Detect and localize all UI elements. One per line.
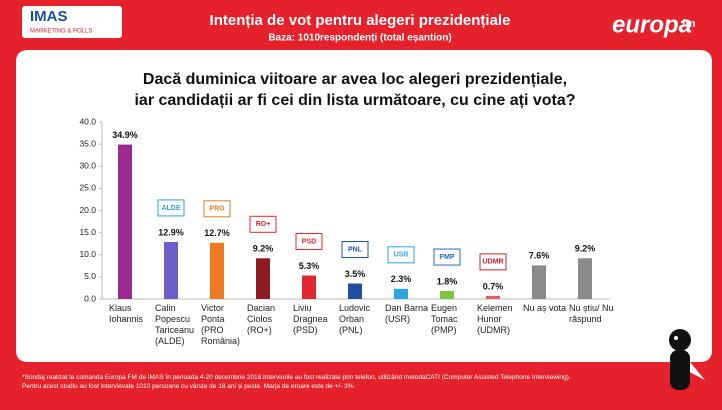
value-label: 2.3% <box>391 274 412 284</box>
party-logo-box <box>249 215 277 233</box>
page-subtitle: Baza: 1010respondenți (total eșantion) <box>268 33 451 44</box>
x-tick-label: Liviu Dragnea (PSD) <box>293 303 328 335</box>
party-logo: RO+ <box>256 221 271 228</box>
y-tick-label: 5.0 <box>84 271 96 281</box>
party-logo: USR <box>394 252 409 259</box>
logo-right: europa <box>612 11 692 38</box>
footnote: *Sondaj realizat la comanda Europa FM de… <box>22 374 571 381</box>
y-tick-label: 35.0 <box>79 138 96 148</box>
value-label: 34.9% <box>112 130 138 140</box>
party-logo-box <box>433 248 461 266</box>
value-label: 9.2% <box>575 244 596 254</box>
party-logo: ALDE <box>161 205 180 212</box>
x-tick-label: Dan Barna (USR) <box>385 303 429 324</box>
value-label: 3.5% <box>345 269 366 279</box>
bar <box>394 288 408 299</box>
bar <box>256 258 270 299</box>
bar <box>164 241 178 299</box>
x-tick-label: Kelemen Hunor (UDMR) <box>477 303 513 335</box>
page-title: Intenția de vot pentru alegeri prezidenț… <box>210 12 511 29</box>
party-logo-box <box>341 241 369 259</box>
bar <box>348 283 362 299</box>
value-label: 12.9% <box>158 227 184 237</box>
x-tick-label: Calin Popescu Tariceanu (ALDE) <box>155 303 195 346</box>
logo-left: IMAS <box>30 8 68 25</box>
logo-right-sub: fm <box>682 18 696 30</box>
party-logo-box <box>157 199 185 217</box>
bar <box>302 275 316 299</box>
bar <box>578 258 592 299</box>
x-tick-label: Nu aș vota <box>523 303 567 313</box>
party-logo: PRO <box>209 206 225 213</box>
x-tick-label: Ludovic Orban (PNL) <box>339 303 371 335</box>
y-tick-label: 15.0 <box>79 227 96 237</box>
logo-left-sub: MARKETING & POLLS <box>30 29 92 35</box>
party-logo: UDMR <box>483 259 504 266</box>
value-label: 9.2% <box>253 244 274 254</box>
party-logo-box <box>203 200 231 218</box>
bar <box>118 144 132 299</box>
x-tick-label: Victor Ponta (PRO România) <box>201 303 241 346</box>
chart-title: Dacă duminica viitoare ar avea loc alege… <box>134 71 575 109</box>
logo-box <box>22 6 122 38</box>
bar <box>440 291 454 299</box>
y-tick-label: 25.0 <box>79 183 96 193</box>
value-label: 0.7% <box>483 281 504 291</box>
value-label: 5.3% <box>299 261 320 271</box>
y-tick-label: 10.0 <box>79 249 96 259</box>
y-tick-label: 20.0 <box>79 205 96 215</box>
x-tick-label: Eugen Tomac (PMP) <box>431 303 458 335</box>
bar <box>210 242 224 299</box>
value-label: 7.6% <box>529 251 550 261</box>
bar <box>532 265 546 299</box>
mascot <box>669 329 691 390</box>
y-tick-label: 0.0 <box>84 293 96 303</box>
party-logo: PNL <box>348 246 363 253</box>
party-logo-box <box>387 246 415 264</box>
party-logo-box <box>479 253 507 271</box>
y-tick-label: 30.0 <box>79 161 96 171</box>
footnote: Pentru acest studiu au fost intervievate… <box>22 383 356 390</box>
y-tick-label: 40.0 <box>79 116 96 126</box>
party-logo: PSD <box>302 238 316 245</box>
party-logo-box <box>295 233 323 251</box>
party-logo: PMP <box>439 254 455 261</box>
x-tick-label: Nu știu/ Nu răspund <box>569 303 614 324</box>
value-label: 12.7% <box>204 228 230 238</box>
x-tick-label: Dacian Ciolos (RO+) <box>247 303 276 335</box>
x-tick-label: Klaus Iohannis <box>109 303 144 324</box>
value-label: 1.8% <box>437 276 458 286</box>
bar <box>486 295 500 299</box>
